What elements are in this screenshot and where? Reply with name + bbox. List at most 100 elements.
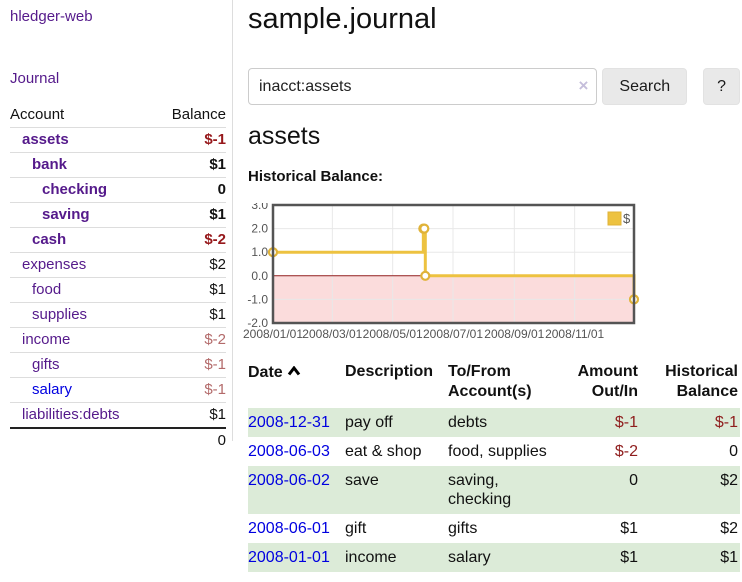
transaction-date-link[interactable]: 2008-12-31 — [248, 414, 330, 431]
account-link[interactable]: food — [32, 281, 62, 298]
transaction-date-link[interactable]: 2008-06-02 — [248, 472, 330, 489]
account-link[interactable]: expenses — [22, 256, 87, 273]
sidebar-item-journal[interactable]: Journal — [10, 70, 60, 87]
transaction-accounts: gifts — [448, 520, 478, 537]
account-link[interactable]: salary — [32, 381, 73, 398]
register-header-row: Date Description To/From Account(s) Amou… — [248, 360, 740, 408]
account-row: salary $-1 — [10, 377, 226, 403]
svg-text:2008/09/01: 2008/09/01 — [484, 327, 544, 341]
account-link[interactable]: liabilities:debts — [22, 406, 120, 423]
account-heading: assets — [248, 122, 321, 150]
account-link[interactable]: bank — [32, 156, 68, 173]
account-row: saving $1 — [10, 202, 226, 228]
svg-text:2008/11/01: 2008/11/01 — [545, 327, 604, 341]
account-balance: $-1 — [154, 377, 226, 403]
transaction-row: 2008-06-01 gift gifts $1 $2 — [248, 514, 740, 543]
balance-column-header: Balance — [154, 103, 226, 128]
svg-text:2008/01/01: 2008/01/01 — [243, 327, 303, 341]
balance-column-header: Historical Balance — [665, 363, 738, 400]
transaction-amount: $-2 — [614, 443, 638, 460]
account-balance: $-1 — [154, 352, 226, 378]
account-row: assets $-1 — [10, 127, 226, 153]
account-link[interactable]: assets — [22, 131, 69, 148]
sidebar: hledger-web Journal Account Balance asse… — [0, 0, 233, 453]
account-row: checking 0 — [10, 177, 226, 203]
transaction-row: 2008-06-03 eat & shop food, supplies $-2… — [248, 437, 740, 466]
account-balance: $-2 — [154, 227, 226, 253]
transaction-date-link[interactable]: 2008-01-01 — [248, 549, 330, 566]
account-link[interactable]: cash — [32, 231, 67, 248]
transaction-balance: $2 — [720, 472, 738, 489]
accounts-total: 0 — [154, 427, 226, 453]
date-column-header[interactable]: Date — [248, 360, 345, 408]
transaction-balance: $-1 — [714, 414, 738, 431]
chart-title: Historical Balance: — [248, 168, 384, 185]
svg-text:0.0: 0.0 — [251, 269, 268, 283]
account-balance: $1 — [154, 152, 226, 178]
account-row: income $-2 — [10, 327, 226, 353]
description-column-header: Description — [345, 363, 434, 380]
svg-text:-2.0: -2.0 — [247, 316, 268, 330]
account-balance: $2 — [154, 252, 226, 278]
account-balance: $1 — [154, 302, 226, 328]
transaction-accounts: food, supplies — [448, 443, 547, 460]
account-column-header: Account — [10, 103, 155, 128]
register-table: Date Description To/From Account(s) Amou… — [248, 360, 740, 572]
account-row: gifts $-1 — [10, 352, 226, 378]
svg-text:3.0: 3.0 — [251, 203, 268, 212]
transaction-balance: 0 — [729, 443, 738, 460]
transaction-date-link[interactable]: 2008-06-01 — [248, 520, 330, 537]
account-balance: $1 — [154, 277, 226, 303]
svg-text:2.0: 2.0 — [251, 222, 268, 236]
transaction-row: 2008-01-01 income salary $1 $1 — [248, 543, 740, 572]
svg-text:2008/07/01: 2008/07/01 — [423, 327, 483, 341]
transaction-amount: 0 — [629, 472, 638, 489]
svg-text:$: $ — [623, 211, 631, 226]
search-bar: × Search ? — [248, 68, 740, 105]
transaction-accounts: debts — [448, 414, 488, 431]
clear-search-icon[interactable]: × — [578, 76, 589, 95]
sort-asc-icon — [287, 362, 301, 382]
account-link[interactable]: income — [22, 331, 71, 348]
accounts-column-header: To/From Account(s) — [448, 363, 532, 400]
account-link[interactable]: checking — [42, 181, 108, 198]
account-link[interactable]: gifts — [32, 356, 60, 373]
transaction-accounts: salary — [448, 549, 491, 566]
transaction-description: pay off — [345, 414, 393, 431]
transaction-amount: $1 — [620, 549, 638, 566]
search-input[interactable] — [248, 68, 598, 105]
search-button[interactable]: Search — [602, 68, 688, 105]
account-row: bank $1 — [10, 152, 226, 178]
help-button[interactable]: ? — [703, 68, 740, 105]
transaction-amount: $-1 — [614, 414, 638, 431]
account-row: cash $-2 — [10, 227, 226, 253]
transaction-description: income — [345, 549, 397, 566]
transaction-description: gift — [345, 520, 367, 537]
page-title: sample.journal — [248, 3, 437, 35]
account-link[interactable]: supplies — [32, 306, 88, 323]
account-balance: $1 — [154, 202, 226, 228]
account-balance: $-2 — [154, 327, 226, 353]
account-link[interactable]: saving — [42, 206, 90, 223]
accounts-table: Account Balance assets $-1 bank $1 check… — [10, 103, 226, 453]
transaction-date-link[interactable]: 2008-06-03 — [248, 443, 330, 460]
historical-balance-chart: $3.0 2.0 1.0 0.0 -1.0 -2.0 2008/01/01 2008/03/0… — [240, 203, 642, 343]
transaction-balance: $1 — [720, 549, 738, 566]
amount-column-header: Amount Out/In — [577, 363, 638, 400]
account-row: food $1 — [10, 277, 226, 303]
transaction-balance: $2 — [720, 520, 738, 537]
svg-text:2008/05/01: 2008/05/01 — [363, 327, 423, 341]
transaction-description: eat & shop — [345, 443, 422, 460]
transaction-row: 2008-06-02 save saving, checking 0 $2 — [248, 466, 740, 514]
account-balance: 0 — [154, 177, 226, 203]
transaction-amount: $1 — [620, 520, 638, 537]
svg-text:-1.0: -1.0 — [247, 292, 268, 306]
account-row: liabilities:debts $1 — [10, 402, 226, 428]
brand-link[interactable]: hledger-web — [10, 8, 93, 25]
transaction-description: save — [345, 472, 379, 489]
account-row: expenses $2 — [10, 252, 226, 278]
transaction-accounts: saving, checking — [448, 472, 512, 508]
account-balance: $1 — [154, 402, 226, 428]
svg-text:1.0: 1.0 — [251, 245, 268, 259]
